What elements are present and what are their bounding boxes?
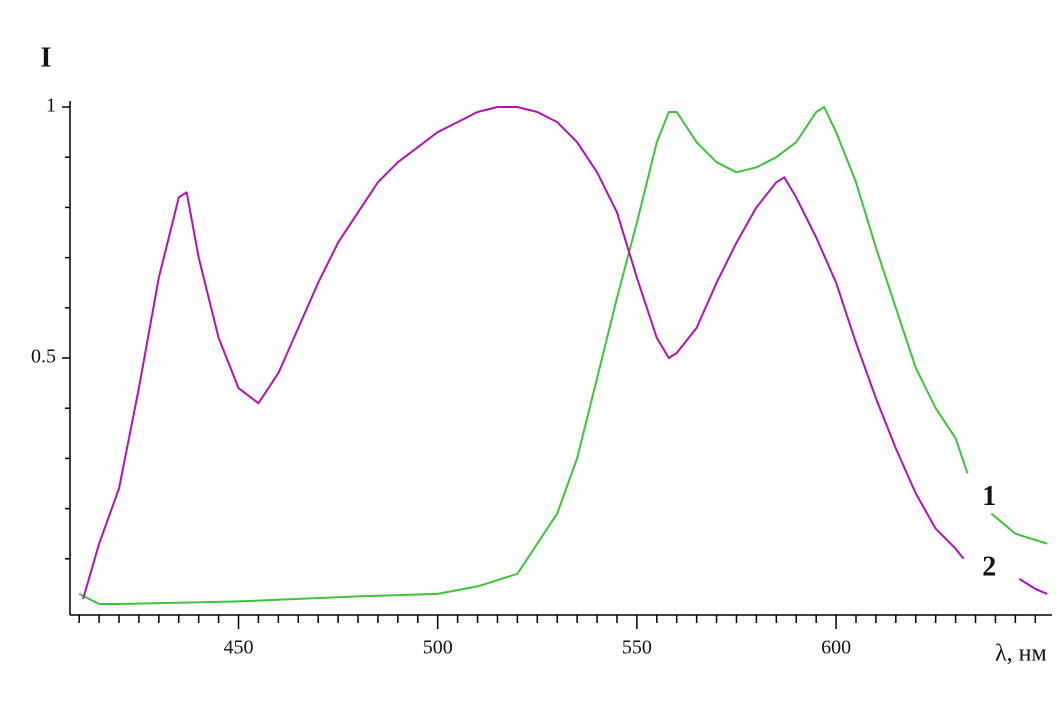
y-tick-label: 1 — [46, 95, 56, 117]
x-tick-label: 550 — [622, 637, 652, 659]
x-tick-label: 600 — [821, 637, 851, 659]
series-line — [82, 106, 1048, 600]
x-tick-label: 450 — [224, 637, 254, 659]
y-axis-label: I — [41, 42, 52, 73]
series-label: 1 — [982, 481, 996, 512]
series-line — [78, 106, 1048, 605]
series-label: 2 — [982, 551, 996, 582]
x-tick-label: 500 — [423, 637, 453, 659]
x-axis-label: λ, нм — [995, 641, 1047, 667]
y-tick-label: 0.5 — [31, 346, 56, 368]
